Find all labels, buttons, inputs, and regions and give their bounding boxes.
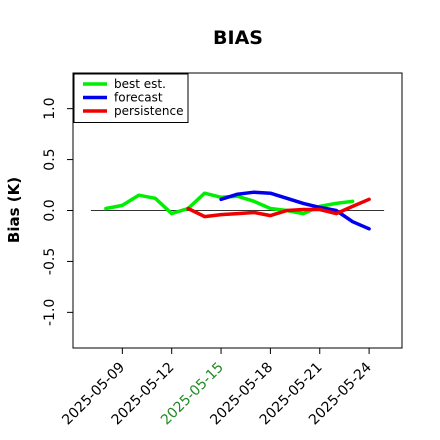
y-tick-label: 0.5 bbox=[42, 148, 58, 170]
legend-label: persistence bbox=[114, 104, 183, 118]
y-tick-label: -0.5 bbox=[42, 248, 58, 275]
series-line-forecast bbox=[219, 190, 371, 231]
series-line-persistence bbox=[186, 197, 371, 219]
legend-label: best est. bbox=[114, 77, 166, 91]
legend-label: forecast bbox=[114, 91, 163, 105]
y-tick-label: 0.0 bbox=[42, 199, 58, 221]
y-tick-label: -1.0 bbox=[42, 299, 58, 326]
y-axis-label: Bias (K) bbox=[5, 177, 23, 243]
chart-title: BIAS bbox=[213, 27, 263, 49]
y-tick-label: 1.0 bbox=[42, 98, 58, 120]
plot-area: -1.0-0.50.00.51.02025-05-092025-05-12202… bbox=[42, 72, 403, 428]
